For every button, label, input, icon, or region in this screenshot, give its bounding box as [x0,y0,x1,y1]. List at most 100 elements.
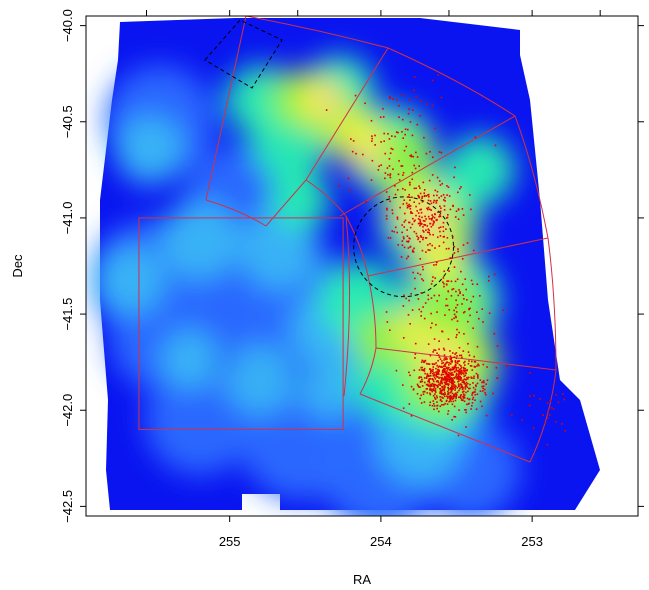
star-point [434,189,437,192]
star-point [449,391,452,394]
star-point [421,385,424,387]
star-point [449,379,452,381]
star-point [421,380,424,383]
star-point [488,312,491,315]
star-point [404,219,407,222]
star-point [415,96,417,98]
star-point [428,218,431,220]
star-point [444,373,447,375]
star-point [427,206,430,209]
star-point [387,133,389,135]
star-point [436,261,438,264]
star-point [411,250,414,253]
star-point [445,304,447,307]
sector-outer-arc [529,369,557,463]
star-point [445,298,448,300]
star-point [402,337,405,339]
star-point [444,358,447,361]
star-point [463,367,465,370]
star-point [444,200,446,202]
star-point [510,414,513,416]
star-point [432,379,434,381]
star-point [454,216,457,218]
star-point [442,369,445,372]
star-point [419,208,422,211]
star-point [455,352,458,354]
star-point [403,212,406,215]
star-point [412,271,414,274]
star-point [431,378,434,380]
sector-edge [375,347,557,371]
star-point [460,399,463,401]
star-point [377,169,380,171]
star-point [555,420,557,423]
star-point [427,199,430,202]
star-point [471,404,473,407]
star-point [442,373,445,376]
star-point [432,224,434,226]
star-point [421,369,423,371]
star-point [461,391,464,393]
star-point [419,218,421,221]
star-point [425,237,428,239]
region-outlines [138,16,557,463]
star-point [420,208,423,211]
star-point [471,398,474,401]
star-point [428,208,431,211]
star-point [417,218,420,220]
star-point [437,211,439,214]
star-point [416,383,419,386]
star-point [429,393,432,396]
star-point [454,315,457,318]
star-point [382,116,385,118]
y-tick-label: −41.0 [60,201,75,234]
star-point [454,370,456,373]
star-point [419,273,422,276]
star-point [461,381,464,384]
star-point [431,280,434,282]
density-blob [160,200,240,280]
star-point [476,283,479,286]
density-blobs [90,55,520,516]
star-point [350,138,352,140]
star-point [485,393,487,396]
star-point [384,172,387,174]
star-point [463,333,465,335]
star-point [406,128,409,131]
star-point [427,244,429,246]
star-point [449,363,452,365]
star-point [437,380,439,382]
star-point [441,404,443,406]
star-point [459,291,461,293]
star-point [437,366,440,368]
star-point [442,281,444,284]
star-point [414,287,416,290]
star-point [430,326,432,329]
star-point [404,133,406,136]
star-point [439,366,442,368]
star-point [462,244,465,246]
star-point [434,127,436,130]
star-point [463,361,465,364]
star-point [441,182,444,185]
star-point [403,246,406,249]
star-point [418,369,421,371]
star-point [402,137,404,139]
star-point [447,392,450,394]
star-point [453,393,455,396]
star-point [496,377,499,380]
star-point [448,270,450,272]
star-point [459,187,461,190]
star-point [396,231,399,234]
star-point [452,395,455,397]
star-point [444,383,447,386]
star-point [454,387,457,390]
star-point [465,409,467,411]
star-point [465,288,467,291]
star-points [325,74,567,446]
star-point [447,338,450,340]
star-point [467,376,470,379]
star-point [472,391,474,394]
star-point [401,130,403,133]
star-point [450,390,453,393]
